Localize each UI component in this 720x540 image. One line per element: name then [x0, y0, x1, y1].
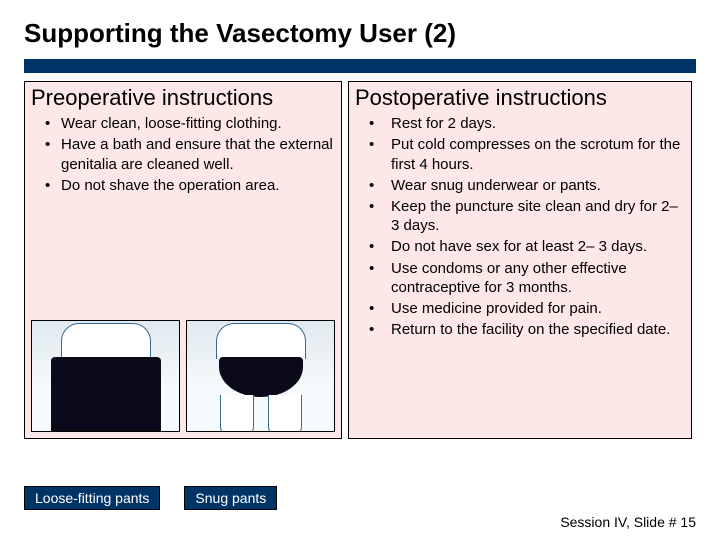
- postoperative-heading: Postoperative instructions: [355, 86, 685, 110]
- postoperative-panel: Postoperative instructions Rest for 2 da…: [348, 81, 692, 439]
- caption-row: Loose-fitting pants Snug pants: [24, 486, 277, 510]
- title-bar: [24, 59, 696, 73]
- slide-footer: Session IV, Slide # 15: [560, 514, 696, 530]
- legs-icon: [216, 395, 306, 432]
- list-item: Wear snug underwear or pants.: [369, 176, 685, 195]
- list-item: Wear clean, loose-fitting clothing.: [45, 114, 335, 133]
- illustration-row: [31, 320, 335, 432]
- list-item: Use medicine provided for pain.: [369, 299, 685, 318]
- caption-loose: Loose-fitting pants: [24, 486, 160, 510]
- snug-pants-illustration: [186, 320, 335, 432]
- slide: Supporting the Vasectomy User (2) Preope…: [0, 0, 720, 540]
- list-item: Return to the facility on the specified …: [369, 320, 685, 339]
- torso-icon: [216, 323, 306, 359]
- list-item: Keep the puncture site clean and dry for…: [369, 197, 685, 235]
- torso-icon: [61, 323, 151, 359]
- leg-icon: [220, 395, 254, 432]
- preoperative-bullets: Wear clean, loose-fitting clothing. Have…: [31, 114, 335, 195]
- list-item: Do not have sex for at least 2– 3 days.: [369, 237, 685, 256]
- preoperative-heading: Preoperative instructions: [31, 86, 335, 110]
- list-item: Use condoms or any other effective contr…: [369, 259, 685, 297]
- leg-icon: [268, 395, 302, 432]
- page-title: Supporting the Vasectomy User (2): [24, 18, 696, 49]
- list-item: Do not shave the operation area.: [45, 176, 335, 195]
- list-item: Have a bath and ensure that the external…: [45, 135, 335, 173]
- postoperative-bullets: Rest for 2 days. Put cold compresses on …: [355, 114, 685, 339]
- list-item: Put cold compresses on the scrotum for t…: [369, 135, 685, 173]
- list-item: Rest for 2 days.: [369, 114, 685, 133]
- caption-snug: Snug pants: [184, 486, 277, 510]
- loose-fitting-pants-illustration: [31, 320, 180, 432]
- loose-pants-icon: [51, 357, 161, 432]
- preoperative-panel: Preoperative instructions Wear clean, lo…: [24, 81, 342, 439]
- columns: Preoperative instructions Wear clean, lo…: [24, 81, 696, 439]
